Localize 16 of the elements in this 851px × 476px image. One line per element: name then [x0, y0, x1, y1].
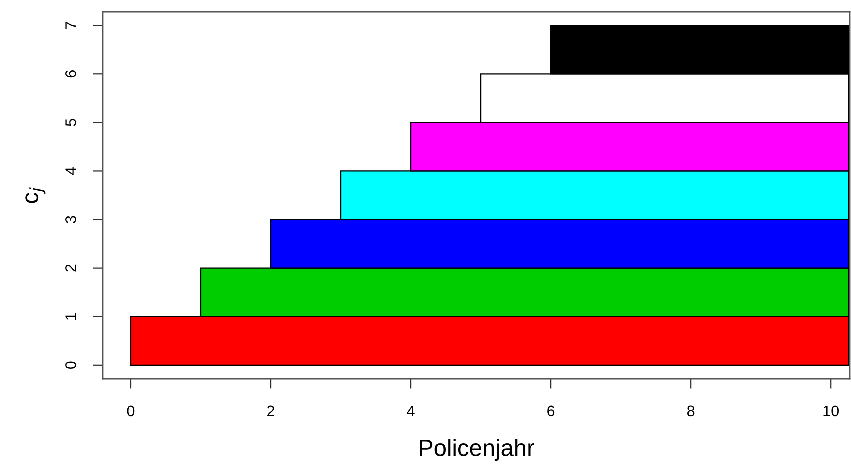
x-tick-label: 6	[548, 406, 555, 417]
x-tick-label: 10	[824, 406, 839, 417]
x-tick-label: 0	[127, 406, 135, 417]
x-tick-label: 8	[687, 406, 695, 417]
x-axis-title: Policenjahr	[420, 439, 535, 462]
x-tick-label: 2	[268, 406, 275, 416]
y-tick-label: 2	[66, 264, 76, 272]
y-tick-label: 7	[66, 22, 76, 30]
y-tick-label: 5	[66, 119, 76, 126]
y-tick-label: 3	[66, 216, 76, 224]
y-tick-label: 0	[66, 362, 76, 370]
y-tick-label: 4	[66, 167, 76, 176]
x-tick-label: 4	[407, 406, 415, 416]
y-axis-title: c$_{j}$	[26, 188, 46, 204]
y-tick-label: 1	[66, 313, 76, 320]
y-tick-label: 6	[66, 70, 76, 78]
